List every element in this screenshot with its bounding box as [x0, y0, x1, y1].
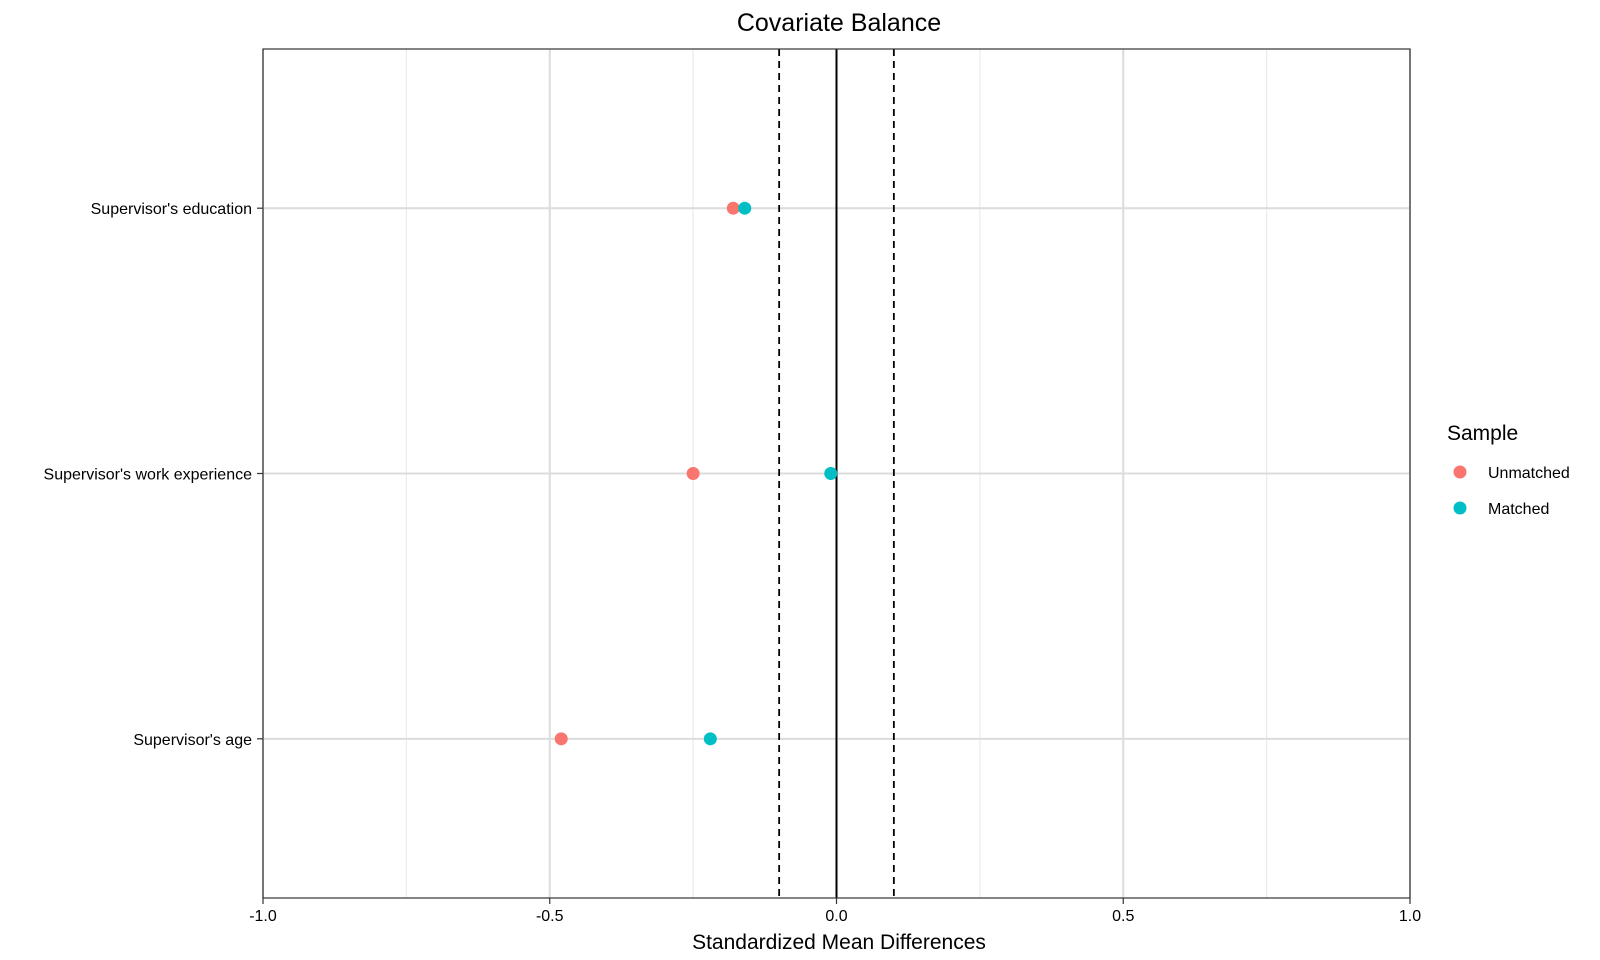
plot-area: -1.0 -0.5 0.0 0.5 1.0 Supervisor's education S…	[44, 48, 1421, 925]
legend-label: Unmatched	[1488, 465, 1570, 482]
y-category-label: Supervisor's education	[91, 201, 252, 218]
x-axis-title: Standardized Mean Differences	[692, 931, 986, 954]
x-tick-label: 1.0	[1399, 908, 1421, 925]
x-tick-label: -1.0	[249, 908, 277, 925]
y-category-label: Supervisor's work experience	[44, 467, 253, 484]
legend-label: Matched	[1488, 501, 1549, 518]
chart-title: Covariate Balance	[737, 9, 941, 37]
matched-point	[738, 201, 752, 215]
y-category-label: Supervisor's age	[133, 732, 252, 749]
matched-point	[703, 732, 717, 746]
matched-legend-key	[1453, 501, 1467, 515]
unmatched-point	[554, 732, 568, 746]
x-tick-label: 0.0	[825, 908, 847, 925]
unmatched-point	[686, 467, 700, 480]
x-tick-label: -0.5	[536, 908, 564, 925]
matched-point	[824, 467, 838, 480]
unmatched-legend-key	[1453, 465, 1467, 479]
legend: Sample Unmatched Matched	[1447, 422, 1570, 518]
legend-title: Sample	[1447, 422, 1518, 445]
unmatched-point	[726, 201, 740, 215]
x-tick-label: 0.5	[1112, 908, 1134, 925]
